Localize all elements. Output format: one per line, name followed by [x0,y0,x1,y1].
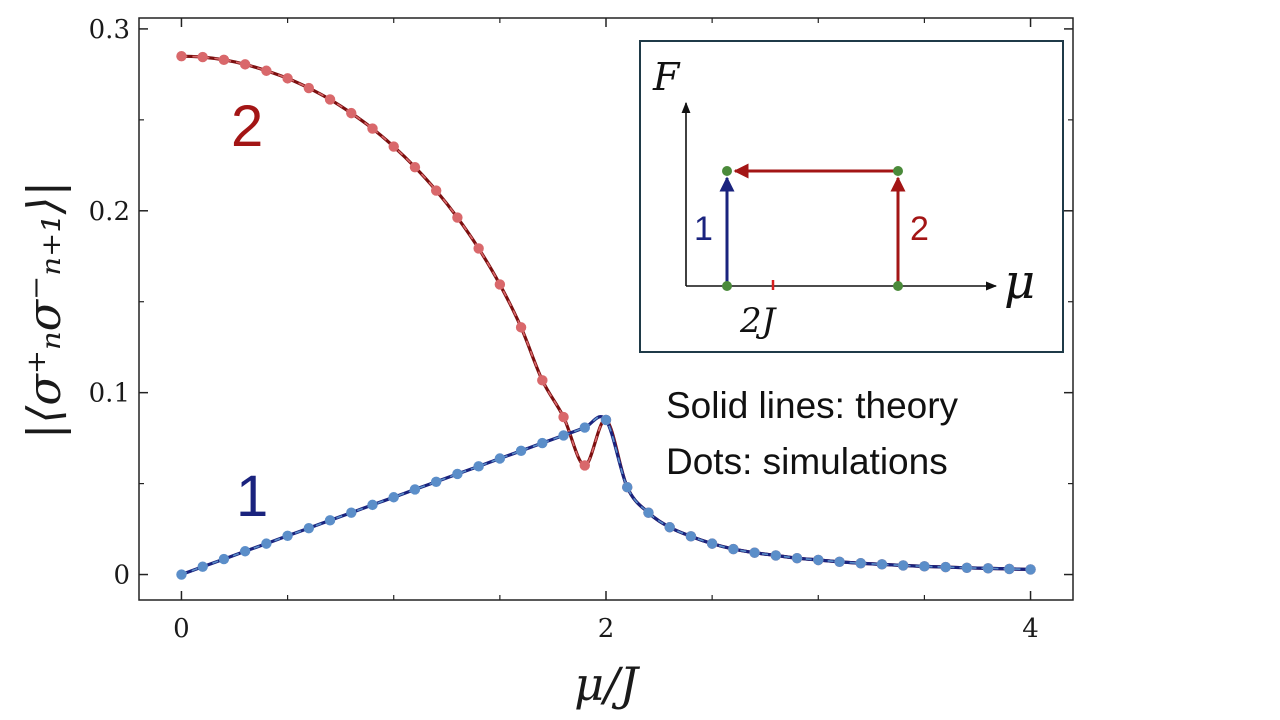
inset-y-label: F [652,55,681,99]
series-1-point [515,445,527,457]
series-1-point [600,414,612,426]
series-2-point [558,411,569,423]
series-2-point [579,460,590,471]
series-1-point [239,546,251,557]
series-1-point [176,569,187,580]
y-axis-label: |⟨σ⁺ₙσ⁻ₙ₊₁⟩| [17,181,71,439]
series-1-point [876,559,888,570]
x-tick-label: 4 [1022,614,1039,644]
series-1-point [1025,564,1036,575]
series-2-point [515,322,527,333]
y-tick-label: 0 [113,561,130,591]
series-2-point [494,279,506,290]
inset-diagram: F μ 2J 1 2 [639,40,1064,353]
series-1-point [1004,563,1015,575]
series-1-point [791,552,803,564]
series-1-point [473,461,484,472]
series-2-point [367,123,378,134]
series-1-point [685,531,697,542]
inset-x-label: μ [1004,254,1035,310]
series-1-point [982,563,994,574]
axis-ticks [139,18,1073,600]
series-1-point [749,547,760,558]
series-2-point [409,161,421,173]
series-1-point [452,468,463,480]
series-2-point [452,212,463,223]
curve-label-1: 1 [236,464,268,529]
series-1-point [218,553,230,565]
series-2-point [218,54,230,66]
series-1-point [558,430,569,441]
series-2-point [197,51,208,63]
series-1-point [664,522,675,533]
series-dots [176,50,1036,580]
annotation-simulations: Dots: simulations [666,441,948,482]
x-tick-label: 2 [598,614,615,644]
series-2-point [239,59,251,70]
x-axis-label: μ/J [574,657,640,711]
inset-tick-label: 2J [739,301,778,341]
series-1-point [197,561,208,572]
inset-node [722,281,732,291]
y-tick-label: 0.2 [89,197,130,227]
series-1-point [367,499,378,511]
series-1-point [409,484,421,495]
series-1-point [579,422,590,433]
series-2-point [176,50,187,62]
series-2-point [282,73,293,84]
series-2-point [537,375,548,386]
series-2-point [303,82,315,94]
series-1-point [940,561,951,573]
series-1-point [706,538,718,549]
series-1-point [728,543,739,555]
curve-label-2: 2 [231,94,263,159]
annotation-theory: Solid lines: theory [666,385,959,426]
inset-node [893,281,903,291]
series-1-point [494,453,506,464]
series-2-point [430,185,442,196]
series-1-point [282,530,293,541]
series-1-point [961,562,973,574]
inset-arrow-2-label: 2 [910,210,929,248]
series-1-point [770,550,782,561]
inset-frame [639,40,1064,353]
inset-arrow-1-label: 1 [694,210,713,248]
series-1-point [346,507,357,518]
y-tick-label: 0.1 [89,379,130,409]
series-2-point [324,94,336,105]
series-1-point [919,561,930,572]
series-2-point [388,141,399,152]
axis-tick-labels: 0 2 4 0 0.1 0.2 0.3 [89,15,1039,644]
series-1-point [622,482,633,493]
series-1-point [813,554,824,566]
series-2-point [346,107,357,119]
series-1-point [430,476,442,487]
series-2-point [261,65,272,76]
series-1-point [834,556,845,568]
series-1-point [261,538,272,549]
inset-node [893,166,903,176]
series-1-point [855,558,866,569]
series-1-point [643,507,654,518]
series-2-point [473,243,484,254]
y-tick-label: 0.3 [89,15,130,45]
inset-node [722,166,732,176]
series-1-point [537,437,548,449]
series-1-point [324,515,336,526]
series-1-point [303,522,315,534]
x-tick-label: 0 [173,614,190,644]
series-1-point [897,560,909,571]
series-1-point [388,492,399,503]
